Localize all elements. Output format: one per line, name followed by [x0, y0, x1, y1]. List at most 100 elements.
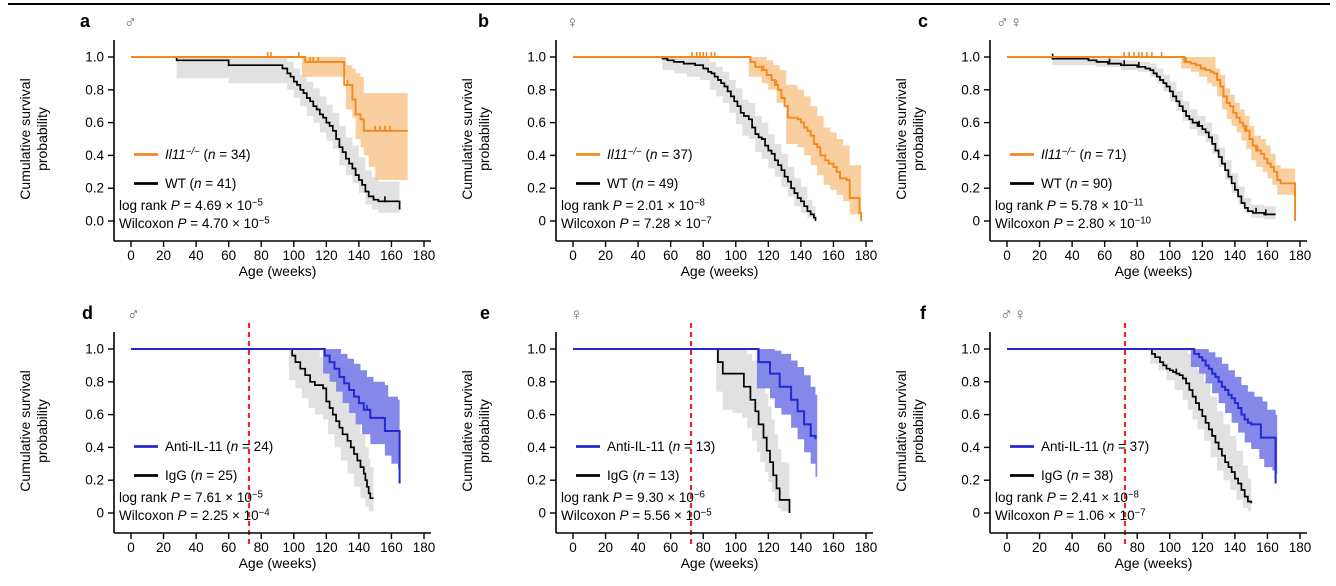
il11-ko-survival-curve: [131, 56, 408, 132]
x-tick-label: 100: [725, 248, 748, 263]
legend-label-igg: IgG (n = 13): [607, 468, 679, 483]
x-tick-label: 160: [1256, 540, 1279, 555]
x-tick-label: 40: [1065, 248, 1080, 263]
wt-survival-curve: [131, 56, 401, 210]
legend-label-wt: WT (n = 41): [165, 176, 236, 191]
x-tick-label: 180: [855, 248, 878, 263]
y-tick-label: 1.0: [85, 342, 104, 357]
axes: [555, 40, 873, 242]
panel-letter-f: f: [920, 303, 926, 323]
x-axis-title: Age (weeks): [681, 555, 759, 571]
y-tick-label: 0.2: [85, 473, 104, 488]
panel-letter-c: c: [918, 11, 929, 31]
x-tick-label: 0: [1003, 248, 1011, 263]
survival-plot-c: 1.0 0.8 0.6 0.4 0.2 0 0 20 40 60 80 100 120 140 160 180…: [893, 40, 1312, 279]
x-tick-label: 20: [1032, 248, 1047, 263]
x-tick-label: 80: [696, 248, 711, 263]
x-tick-label: 120: [1191, 540, 1214, 555]
legend-item-wt: WT (n = 49): [576, 176, 678, 191]
legend-item-il11-ko: Il11−/− (n = 34): [134, 147, 250, 162]
x-tick-label: 140: [790, 540, 813, 555]
x-tick-label: 140: [790, 248, 813, 263]
panel-b: 1.0 0.8 0.6 0.4 0.2 0 0 20 40 60 80 100 120 140 160 180…: [445, 0, 890, 292]
x-tick-label: 160: [1256, 248, 1279, 263]
y-tick-label: 0.6: [961, 407, 980, 422]
legend-item-il11-ko: Il11−/− (n = 37): [576, 147, 692, 163]
y-tick-label: 0.4: [85, 440, 104, 455]
legend-label-anti-il11: Anti-IL-11 (n = 13): [607, 439, 715, 454]
wilcoxon-p-value: Wilcoxon P = 7.28 × 10−7: [561, 216, 712, 232]
legend-label-il11-ko: Il11−/− (n = 37): [607, 147, 692, 163]
anti-il11-confidence-band: [756, 349, 818, 481]
x-tick-label: 20: [1032, 540, 1047, 555]
y-tick-label: 0: [538, 214, 546, 229]
legend-item-wt: WT (n = 41): [134, 176, 236, 191]
y-tick-label: 1.0: [961, 50, 980, 65]
male-female-symbol-icon: ♂♀: [1000, 305, 1028, 324]
wilcoxon-p-value: Wilcoxon P = 4.70 × 10−5: [119, 216, 270, 232]
legend-item-wt: WT (n = 90): [1010, 176, 1112, 191]
x-tick-label: 80: [1130, 540, 1145, 555]
igg-survival-curve: [1007, 348, 1253, 504]
wt-confidence-band: [662, 57, 816, 221]
legend-item-igg: IgG (n = 38): [1010, 468, 1113, 483]
y-tick-label: 0.6: [85, 115, 104, 130]
x-tick-label: 120: [315, 248, 338, 263]
legend-label-igg: IgG (n = 25): [165, 468, 237, 483]
x-tick-label: 180: [1289, 540, 1312, 555]
y-tick-label: 1.0: [961, 342, 980, 357]
y-tick-label: 0.8: [527, 82, 546, 97]
x-tick-label: 0: [127, 248, 135, 263]
x-axis-title: Age (weeks): [239, 263, 317, 279]
x-tick-label: 60: [663, 540, 678, 555]
legend-label-il11-ko: Il11−/− (n = 71): [1041, 147, 1126, 163]
wt-confidence-band: [1052, 57, 1276, 220]
x-tick-label: 20: [156, 248, 171, 263]
survival-plot-e: 1.0 0.8 0.6 0.4 0.2 0 0 20 40 60 80 100 120 140 160 180…: [459, 323, 878, 571]
log-rank-p-value: log rank P = 2.01 × 10−8: [561, 198, 705, 214]
x-tick-label: 40: [189, 540, 204, 555]
legend-item-igg: IgG (n = 25): [134, 468, 237, 483]
y-tick-label: 0.2: [85, 181, 104, 196]
axes: [555, 332, 873, 534]
x-tick-label: 160: [380, 540, 403, 555]
legend-label-wt: WT (n = 49): [607, 176, 678, 191]
wilcoxon-p-value: Wilcoxon P = 1.06 × 10−7: [995, 508, 1146, 524]
y-axis-title: probability: [476, 107, 492, 171]
y-tick-label: 0.2: [527, 473, 546, 488]
x-tick-label: 40: [631, 248, 646, 263]
x-tick-label: 60: [1097, 248, 1112, 263]
y-axis-title: Cumulative survival: [893, 370, 909, 491]
x-tick-label: 180: [1289, 248, 1312, 263]
y-tick-label: 0.2: [961, 473, 980, 488]
wilcoxon-p-value: Wilcoxon P = 5.56 × 10−5: [561, 508, 712, 524]
y-tick-label: 0.6: [527, 407, 546, 422]
top-rule: [8, 3, 1330, 5]
il11-ko-survival-curve: [573, 56, 863, 221]
x-tick-label: 140: [1224, 540, 1247, 555]
x-tick-label: 0: [1003, 540, 1011, 555]
y-tick-label: 0.4: [961, 148, 980, 163]
x-tick-label: 180: [855, 540, 878, 555]
legend-item-igg: IgG (n = 13): [576, 468, 679, 483]
y-tick-label: 0.4: [527, 148, 546, 163]
x-tick-label: 60: [221, 248, 236, 263]
igg-survival-curve: [131, 348, 374, 500]
x-axis-title: Age (weeks): [681, 263, 759, 279]
panel-letter-a: a: [80, 11, 91, 31]
il11-ko-confidence-band: [748, 57, 862, 221]
survival-plot-a: 1.0 0.8 0.6 0.4 0.2 0.0 0 20 40 60 80 100 120 140 160 1…: [17, 40, 435, 279]
y-tick-label: 0.2: [961, 181, 980, 196]
wt-survival-curve: [573, 56, 817, 221]
log-rank-p-value: log rank P = 4.69 × 10−5: [119, 198, 263, 214]
wilcoxon-p-value: Wilcoxon P = 2.80 × 10−10: [995, 216, 1152, 232]
y-tick-label: 0: [538, 506, 546, 521]
panel-d: 1.0 0.8 0.6 0.4 0.2 0 0 20 40 60 80 100 120 140 160 180…: [0, 292, 445, 586]
y-tick-label: 1.0: [527, 50, 546, 65]
survival-plot-d: 1.0 0.8 0.6 0.4 0.2 0 0 20 40 60 80 100 120 140 160 180…: [17, 323, 435, 571]
panel-letter-d: d: [82, 303, 93, 323]
x-tick-label: 80: [696, 540, 711, 555]
x-tick-label: 100: [283, 248, 306, 263]
y-tick-label: 0: [96, 506, 104, 521]
axes: [989, 40, 1307, 242]
